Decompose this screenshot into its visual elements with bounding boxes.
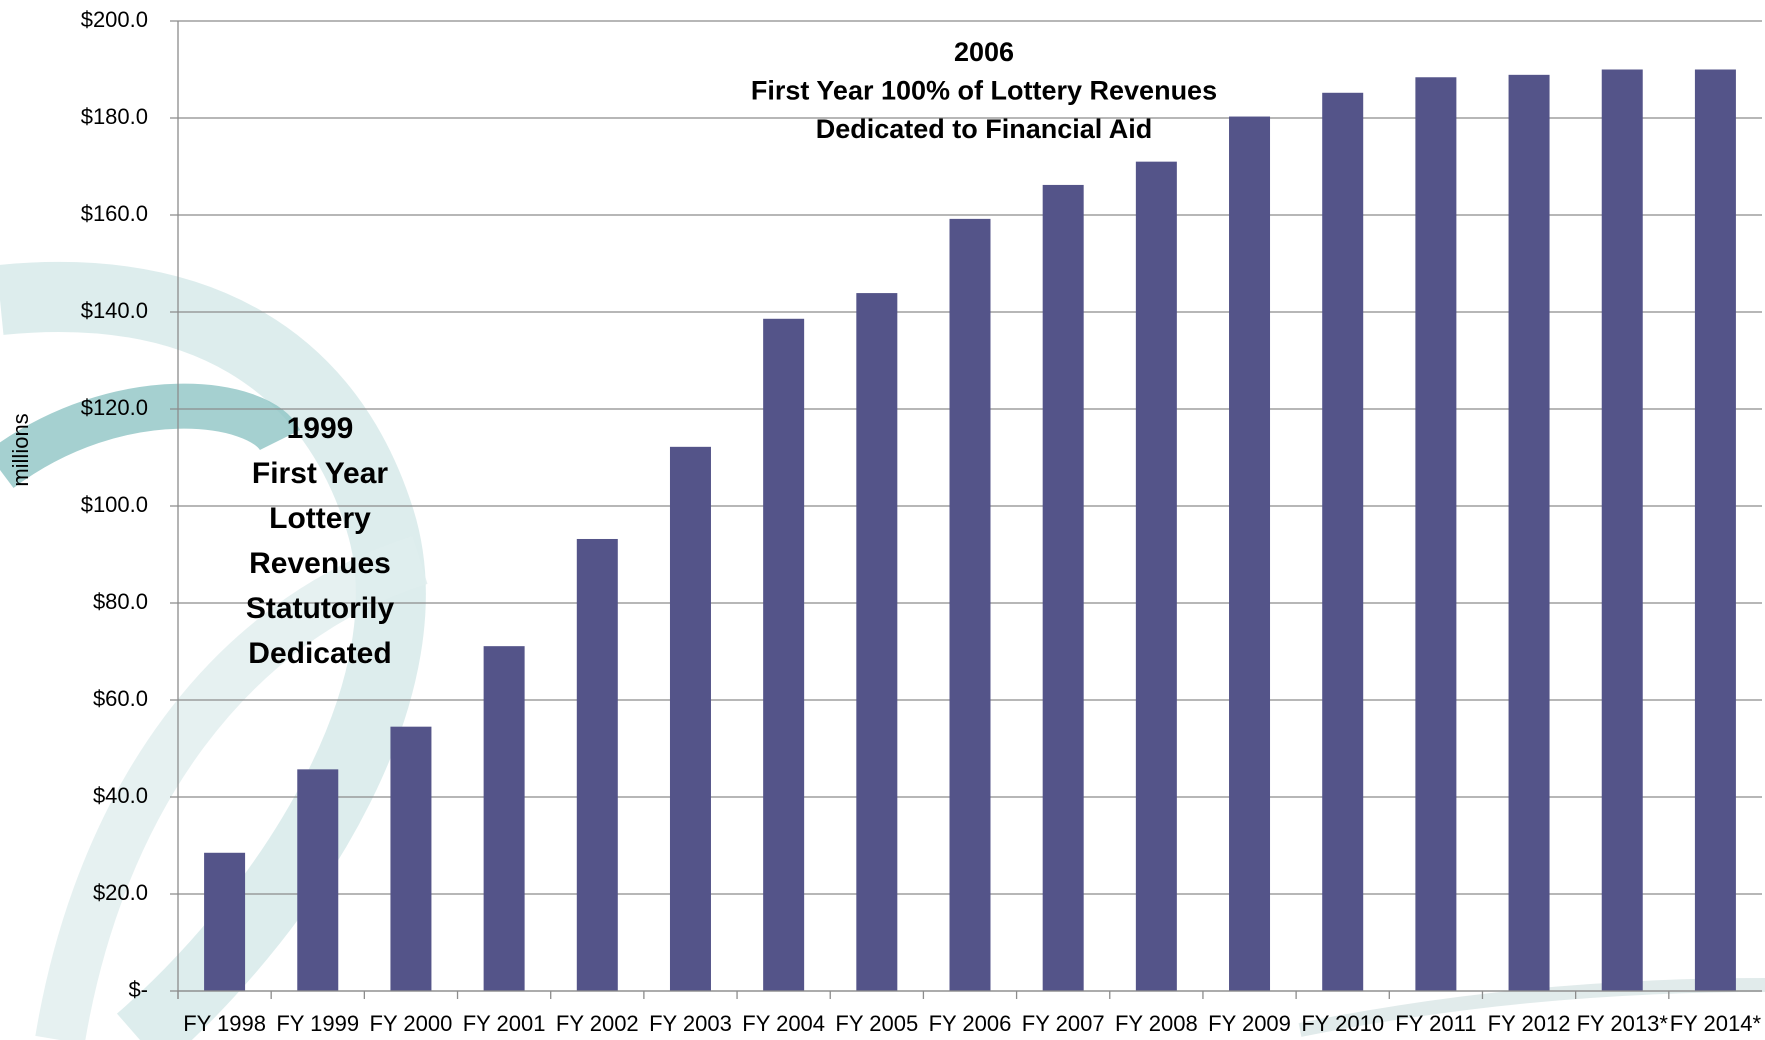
y-tick-label: $180.0 bbox=[81, 104, 148, 129]
x-tick-label: FY 2009 bbox=[1208, 1011, 1291, 1036]
x-tick-label: FY 1998 bbox=[183, 1011, 266, 1036]
bar bbox=[1229, 116, 1271, 992]
bar bbox=[1694, 69, 1736, 991]
x-tick-label: FY 2008 bbox=[1115, 1011, 1198, 1036]
annotation: Dedicated to Financial Aid bbox=[816, 114, 1153, 144]
x-tick-label: FY 2013* bbox=[1577, 1011, 1669, 1036]
x-tick-label: FY 2002 bbox=[556, 1011, 639, 1036]
bar bbox=[1508, 74, 1550, 991]
bar bbox=[1601, 69, 1643, 991]
y-tick-label: $40.0 bbox=[93, 783, 148, 808]
bar bbox=[204, 852, 246, 991]
x-tick-label: FY 2012 bbox=[1488, 1011, 1571, 1036]
x-tick-label: FY 2003 bbox=[649, 1011, 732, 1036]
bar bbox=[669, 446, 711, 992]
y-tick-label: $160.0 bbox=[81, 201, 148, 226]
bar bbox=[763, 318, 805, 991]
x-tick-label: FY 2000 bbox=[370, 1011, 453, 1036]
y-tick-label: $120.0 bbox=[81, 395, 148, 420]
x-tick-label: FY 2007 bbox=[1022, 1011, 1105, 1036]
bar bbox=[856, 293, 898, 992]
annotation: 2006 bbox=[954, 37, 1014, 67]
x-tick-label: FY 2011 bbox=[1395, 1011, 1476, 1036]
bar bbox=[1322, 92, 1364, 991]
x-tick-label: FY 2005 bbox=[835, 1011, 918, 1036]
y-tick-label: $80.0 bbox=[93, 589, 148, 614]
annotation: Revenues bbox=[249, 547, 391, 580]
y-tick-label: $200.0 bbox=[81, 7, 148, 32]
y-tick-label: $100.0 bbox=[81, 492, 148, 517]
bar bbox=[1415, 77, 1457, 991]
annotation: 1999 bbox=[287, 412, 354, 445]
annotation: Dedicated bbox=[248, 637, 391, 670]
annotation: Lottery bbox=[269, 502, 371, 535]
y-tick-label: $- bbox=[128, 977, 148, 1002]
bar bbox=[1042, 184, 1084, 991]
annotation: First Year bbox=[252, 457, 389, 490]
bar bbox=[1135, 161, 1177, 991]
bar bbox=[576, 538, 618, 991]
x-tick-label: FY 2010 bbox=[1301, 1011, 1384, 1036]
y-tick-label: $140.0 bbox=[81, 298, 148, 323]
y-axis-label: millions bbox=[8, 413, 33, 486]
y-tick-label: $20.0 bbox=[93, 880, 148, 905]
x-tick-label: FY 2001 bbox=[463, 1011, 546, 1036]
annotation: First Year 100% of Lottery Revenues bbox=[751, 76, 1217, 106]
y-tick-label: $60.0 bbox=[93, 686, 148, 711]
x-tick-label: FY 1999 bbox=[276, 1011, 359, 1036]
annotation: Statutorily bbox=[246, 592, 395, 625]
bar bbox=[949, 218, 991, 991]
bar bbox=[390, 726, 432, 991]
x-tick-label: FY 2004 bbox=[742, 1011, 825, 1036]
background-swirl bbox=[0, 262, 1765, 1040]
x-tick-label: FY 2006 bbox=[929, 1011, 1012, 1036]
x-tick-label: FY 2014* bbox=[1670, 1011, 1762, 1036]
bar bbox=[297, 769, 339, 991]
bar bbox=[483, 646, 525, 991]
